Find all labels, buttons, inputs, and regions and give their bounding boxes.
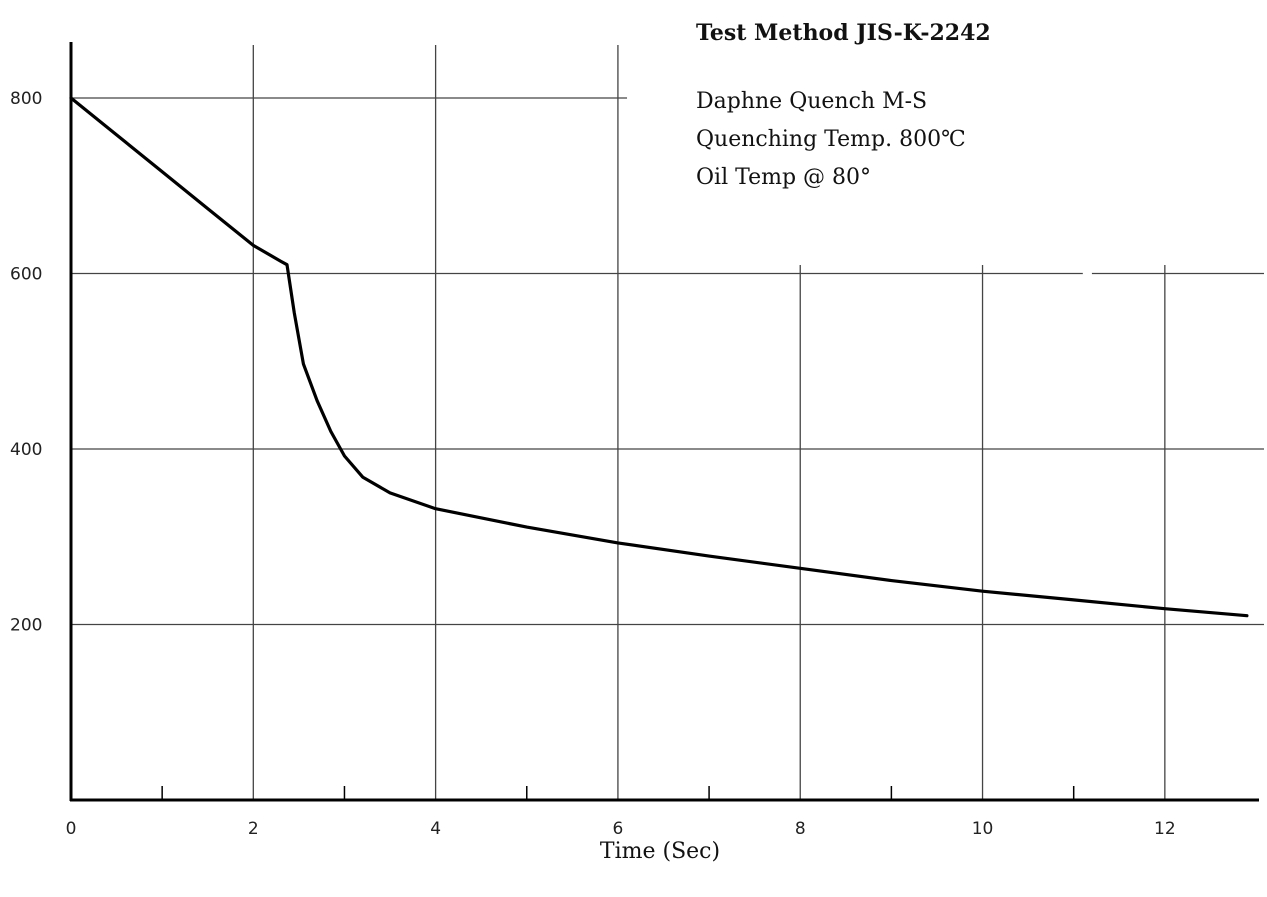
tick-labels: 0 2 4 6 8 10 12 200 400 600 800	[10, 89, 1176, 839]
y-tick-label-200: 200	[10, 616, 42, 636]
x-axis-title: Time (Sec)	[600, 839, 720, 864]
y-tick-label-600: 600	[10, 265, 42, 285]
x-tick-label-4: 4	[430, 819, 441, 839]
annotation-line-1: Daphne Quench M-S	[696, 89, 927, 114]
x-tick-label-10: 10	[972, 819, 994, 839]
chart-title: Test Method JIS-K-2242	[696, 20, 991, 46]
grid-lines	[71, 45, 1264, 800]
cooling-curve-line	[69, 96, 1249, 618]
x-tick-label-0: 0	[66, 819, 77, 839]
annotation-block: Test Method JIS-K-2242 Daphne Quench M-S…	[600, 20, 991, 864]
series	[69, 96, 1249, 618]
x-tick-label-12: 12	[1154, 819, 1176, 839]
annotation-line-2: Quenching Temp. 800℃	[696, 127, 966, 152]
annotation-line-3: Oil Temp @ 80°	[696, 165, 871, 190]
y-tick-label-400: 400	[10, 440, 42, 460]
y-tick-label-800: 800	[10, 89, 42, 109]
axes	[69, 42, 1259, 802]
x-tick-label-8: 8	[795, 819, 806, 839]
x-tick-label-2: 2	[248, 819, 259, 839]
x-tick-label-6: 6	[613, 819, 624, 839]
